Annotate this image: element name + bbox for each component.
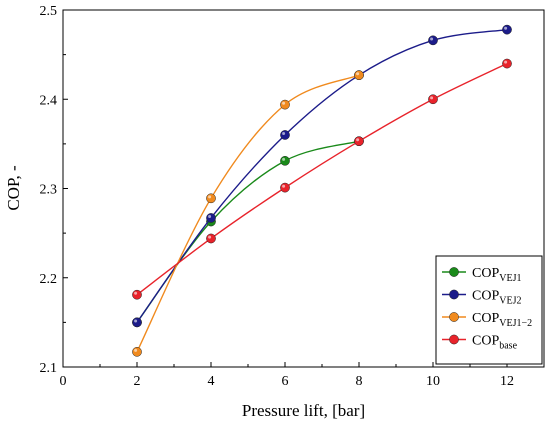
legend-marker (449, 334, 459, 345)
series-line (136, 74, 360, 353)
y-tick-label: 2.5 (40, 4, 58, 19)
legend-entry: COPbase (442, 334, 518, 352)
data-point (280, 130, 290, 140)
data-point-highlight (208, 195, 212, 199)
data-point-highlight (356, 72, 360, 76)
series-line (136, 140, 360, 323)
data-point (206, 213, 216, 223)
data-point-highlight (430, 37, 434, 41)
data-point-highlight (134, 291, 138, 295)
data-point (354, 136, 364, 147)
data-point-highlight (282, 132, 286, 136)
legend-entry: COPVEJ1 (442, 266, 521, 284)
data-point (280, 182, 290, 193)
legend-marker (449, 312, 459, 322)
series-line (136, 62, 508, 296)
legend-marker (449, 267, 459, 277)
data-point-highlight (134, 348, 138, 352)
data-point (428, 94, 438, 105)
x-tick-label: 6 (282, 374, 289, 389)
y-tick-label: 2.1 (40, 361, 58, 376)
data-point-highlight (208, 215, 212, 219)
x-tick-label: 12 (500, 374, 514, 389)
data-point-highlight (282, 184, 286, 188)
data-point (280, 99, 290, 110)
legend-entry: COPVEJ2 (442, 289, 521, 307)
data-point (428, 35, 438, 46)
legend-marker (449, 289, 459, 300)
data-point-highlight (504, 60, 508, 64)
data-point (502, 24, 512, 35)
legend-label: COPVEJ2 (472, 289, 521, 307)
series-3 (132, 58, 512, 300)
series-0 (132, 136, 364, 328)
data-point-highlight (282, 157, 286, 161)
x-tick-label: 4 (208, 374, 215, 389)
data-point-highlight (504, 26, 508, 30)
data-point (280, 155, 290, 166)
ticks: 0 2 4 6 8 10 12 2.1 2.2 2.3 2.4 2.5 (40, 4, 515, 389)
x-tick-label: 10 (426, 374, 440, 389)
data-point (502, 58, 512, 69)
data-point (206, 193, 216, 204)
y-axis-title: COP, - (4, 165, 23, 211)
data-point-highlight (356, 138, 360, 142)
data-point-highlight (282, 101, 286, 105)
data-point-highlight (430, 96, 434, 100)
data-point-highlight (208, 235, 212, 239)
series-layer (132, 24, 512, 357)
x-tick-label: 2 (134, 374, 141, 389)
y-tick-label: 2.3 (40, 183, 58, 198)
data-point (132, 317, 142, 328)
y-tick-label: 2.2 (40, 272, 58, 287)
data-point (354, 70, 364, 81)
series-2 (132, 70, 364, 357)
legend: COPVEJ1 COPVEJ2 COPVEJ1−2 COPbase (435, 255, 543, 365)
data-point (132, 289, 142, 300)
x-axis-title: Pressure lift, [bar] (242, 401, 365, 420)
legend-label: COPbase (472, 334, 518, 352)
data-point-highlight (134, 319, 138, 323)
y-tick-label: 2.4 (40, 93, 58, 108)
data-point (206, 233, 216, 244)
legend-entry: COPVEJ1−2 (442, 311, 532, 329)
data-point (132, 346, 142, 357)
x-tick-label: 8 (356, 374, 363, 389)
legend-label: COPVEJ1−2 (472, 311, 532, 329)
x-tick-label: 0 (60, 374, 67, 389)
legend-label: COPVEJ1 (472, 266, 521, 284)
